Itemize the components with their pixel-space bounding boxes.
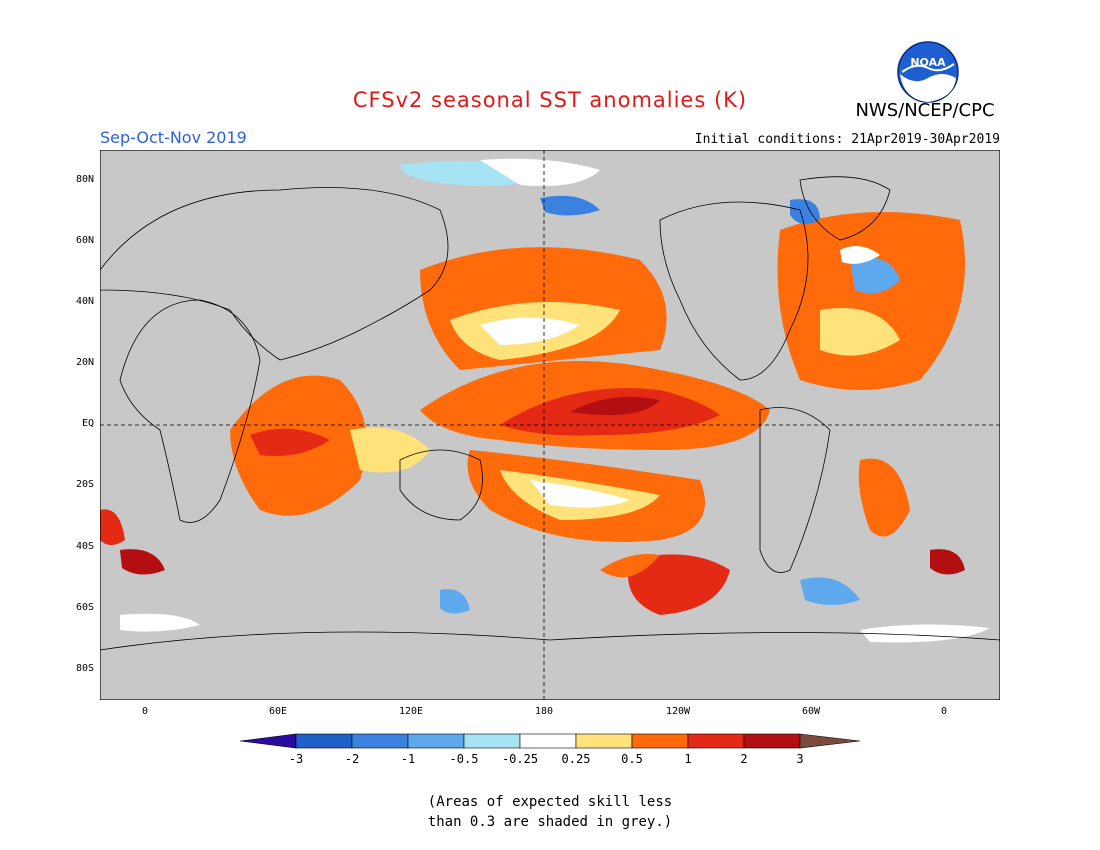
colorbar-label-025: 0.25: [561, 752, 591, 766]
skill-note: (Areas of expected skill less than 0.3 a…: [400, 792, 700, 832]
season-label: Sep-Oct-Nov 2019: [100, 128, 247, 147]
colorbar-segment-above-3: [799, 733, 861, 749]
anomaly-pos05-south-atlantic: [858, 458, 910, 537]
skill-note-line-1: (Areas of expected skill less: [427, 794, 673, 810]
anomaly-neg05-southern-atlantic: [800, 577, 860, 605]
anomaly-pos025-maritime-continent: [350, 427, 430, 473]
lon-label-0-east: 0: [940, 706, 948, 717]
continent-north-america: [659, 201, 809, 381]
continent-australia: [399, 449, 483, 521]
continent-outlines: [100, 176, 1000, 651]
continent-eurasia: [100, 187, 449, 361]
lat-label-40n: 40N: [75, 296, 94, 307]
anomaly-pos1-west-coast: [100, 509, 125, 545]
continent-africa: [119, 299, 261, 523]
anomaly-pos2-central-pacific: [570, 396, 660, 416]
anomaly-pos1-indian-ocean: [250, 428, 330, 456]
lon-label-60w: 60W: [801, 706, 821, 717]
anomaly-neg1-greenland: [790, 199, 820, 224]
colorbar-label-1: 1: [684, 752, 692, 766]
graticule: [100, 150, 1000, 700]
colorbar-label-neg025: -0.25: [501, 752, 539, 766]
lon-label-120e: 120E: [398, 706, 424, 717]
anomaly-neg05-southern-indian: [440, 589, 470, 614]
lon-label-60e: 60E: [268, 706, 288, 717]
lon-label-120w: 120W: [665, 706, 691, 717]
anomaly-neg05-north-atlantic: [850, 257, 900, 294]
anomaly-pos1-southern-ocean: [628, 554, 730, 615]
colorbar-segment-neg2-neg1: [351, 733, 409, 749]
colorbar-segment-2-3: [743, 733, 801, 749]
anomaly-fields: [100, 158, 990, 643]
organization-label: NWS/NCEP/CPC: [855, 100, 995, 121]
noaa-logo-text: NOAA: [910, 56, 946, 69]
colorbar-label-2: 2: [740, 752, 748, 766]
colorbar-label-neg2: -2: [344, 752, 360, 766]
anomaly-pos05-southern-ocean: [600, 554, 660, 578]
anomaly-neutral-north-pacific: [480, 317, 580, 345]
colorbar-segment-05-1: [631, 733, 689, 749]
continent-greenland: [799, 176, 891, 241]
anomaly-pos2-south-atlantic: [930, 549, 965, 575]
colorbar-label-neg05: -0.5: [449, 752, 479, 766]
initial-conditions-label: Initial conditions: 21Apr2019-30Apr2019: [694, 132, 1000, 147]
lon-label-180: 180: [534, 706, 554, 717]
colorbar-segment-neg3-neg2: [295, 733, 353, 749]
colorbar-segment-neutral: [519, 733, 577, 749]
colorbar-label-3: 3: [796, 752, 804, 766]
lat-label-20n: 20N: [75, 357, 94, 368]
lat-label-20s: 20S: [75, 479, 94, 490]
lat-label-eq: EQ: [81, 418, 94, 429]
colorbar-label-neg1: -1: [400, 752, 416, 766]
colorbar-segment-below-neg3: [240, 733, 297, 749]
lat-label-80s: 80S: [75, 663, 94, 674]
anomaly-neg1-arctic: [540, 195, 600, 216]
colorbar-segment-neg1-neg05: [407, 733, 465, 749]
lat-label-60s: 60S: [75, 602, 94, 613]
lat-label-40s: 40S: [75, 541, 94, 552]
anomaly-neutral-antarctic-2: [860, 624, 990, 643]
colorbar-segment-025-05: [575, 733, 633, 749]
anomaly-neutral-south-pacific: [530, 480, 630, 508]
continent-south-america: [759, 407, 831, 573]
colorbar: [240, 733, 861, 749]
anomaly-neutral-north-atlantic: [840, 246, 880, 264]
anomaly-pos025-north-atlantic: [820, 308, 900, 356]
colorbar-segment-1-2: [687, 733, 745, 749]
map-title: CFSv2 seasonal SST anomalies (K): [352, 88, 748, 112]
colorbar-label-neg3: -3: [288, 752, 304, 766]
lat-label-80n: 80N: [75, 174, 94, 185]
sst-anomaly-map: [100, 150, 1000, 700]
anomaly-neutral-arctic: [480, 158, 600, 186]
continent-antarctica: [100, 631, 1000, 651]
skill-note-line-2: than 0.3 are shaded in grey.): [427, 814, 673, 830]
colorbar-segment-neg05-neg025: [463, 733, 521, 749]
anomaly-pos2-southwest-indian: [120, 549, 165, 575]
anomaly-neutral-antarctic-1: [120, 613, 200, 632]
lon-label-0: 0: [141, 706, 149, 717]
lat-label-60n: 60N: [75, 235, 94, 246]
noaa-logo: NOAA: [897, 41, 959, 103]
colorbar-label-05: 0.5: [621, 752, 643, 766]
